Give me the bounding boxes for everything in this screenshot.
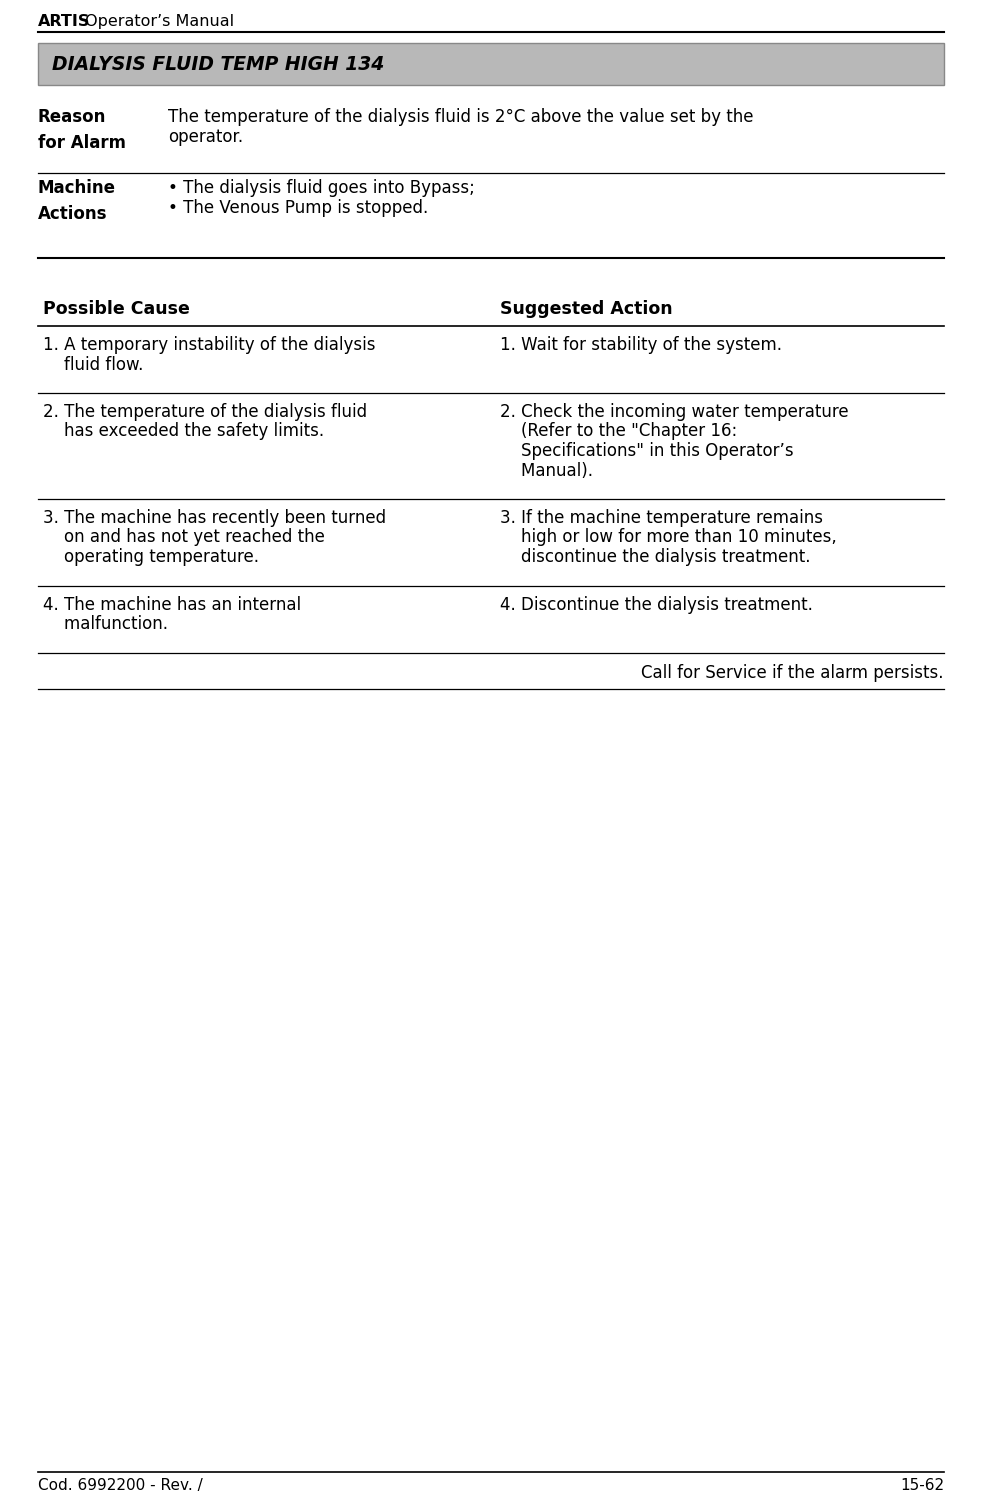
Text: 2. The temperature of the dialysis fluid: 2. The temperature of the dialysis fluid	[43, 404, 367, 422]
Text: Possible Cause: Possible Cause	[43, 300, 190, 318]
Text: on and has not yet reached the: on and has not yet reached the	[43, 528, 325, 546]
Text: 4. The machine has an internal: 4. The machine has an internal	[43, 596, 301, 613]
Text: 4. Discontinue the dialysis treatment.: 4. Discontinue the dialysis treatment.	[500, 596, 813, 613]
Text: 2. Check the incoming water temperature: 2. Check the incoming water temperature	[500, 404, 848, 422]
Text: Machine
Actions: Machine Actions	[38, 178, 116, 222]
Text: (Refer to the "Chapter 16:: (Refer to the "Chapter 16:	[500, 423, 737, 441]
Text: • The Venous Pump is stopped.: • The Venous Pump is stopped.	[168, 200, 428, 217]
Text: • The dialysis fluid goes into Bypass;: • The dialysis fluid goes into Bypass;	[168, 178, 475, 196]
Text: Specifications" in this Operator’s: Specifications" in this Operator’s	[500, 442, 793, 460]
Text: Operator’s Manual: Operator’s Manual	[80, 13, 234, 28]
Text: DIALYSIS FLUID TEMP HIGH 134: DIALYSIS FLUID TEMP HIGH 134	[52, 56, 384, 75]
FancyBboxPatch shape	[38, 44, 944, 86]
Text: Manual).: Manual).	[500, 462, 593, 480]
Text: 15-62: 15-62	[900, 1478, 944, 1492]
Text: 3. If the machine temperature remains: 3. If the machine temperature remains	[500, 509, 823, 526]
Text: 1. Wait for stability of the system.: 1. Wait for stability of the system.	[500, 336, 782, 354]
Text: Cod. 6992200 - Rev. /: Cod. 6992200 - Rev. /	[38, 1478, 202, 1492]
Text: Suggested Action: Suggested Action	[500, 300, 673, 318]
Text: malfunction.: malfunction.	[43, 615, 168, 633]
Text: 1. A temporary instability of the dialysis: 1. A temporary instability of the dialys…	[43, 336, 375, 354]
Text: has exceeded the safety limits.: has exceeded the safety limits.	[43, 423, 324, 441]
Text: 3. The machine has recently been turned: 3. The machine has recently been turned	[43, 509, 386, 526]
Text: high or low for more than 10 minutes,: high or low for more than 10 minutes,	[500, 528, 837, 546]
Text: Reason
for Alarm: Reason for Alarm	[38, 108, 126, 152]
Text: operating temperature.: operating temperature.	[43, 548, 259, 566]
Text: Call for Service if the alarm persists.: Call for Service if the alarm persists.	[641, 664, 944, 682]
Text: operator.: operator.	[168, 128, 244, 146]
Text: discontinue the dialysis treatment.: discontinue the dialysis treatment.	[500, 548, 810, 566]
Text: ARTIS: ARTIS	[38, 13, 90, 28]
Text: fluid flow.: fluid flow.	[43, 356, 143, 374]
Text: The temperature of the dialysis fluid is 2°C above the value set by the: The temperature of the dialysis fluid is…	[168, 108, 753, 126]
